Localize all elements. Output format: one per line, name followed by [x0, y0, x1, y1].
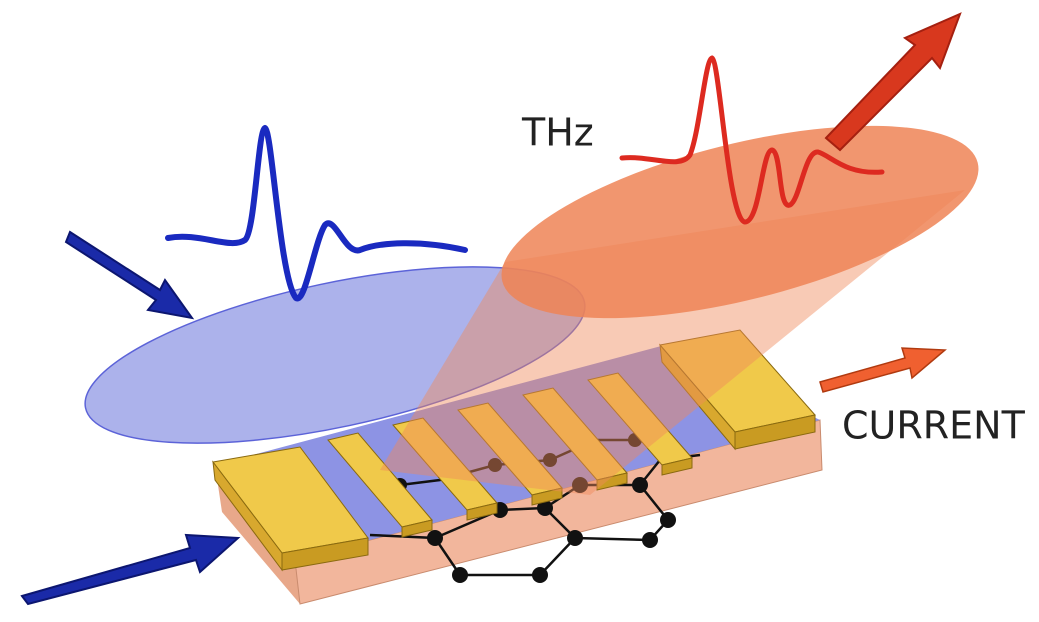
- current-arrow: [820, 348, 945, 392]
- diagram: THz CURRENT: [0, 0, 1039, 622]
- thz-label: THz: [521, 111, 594, 155]
- current-label: CURRENT: [842, 404, 1026, 448]
- page: THz CURRENT (() => { const data = JSON.p…: [0, 0, 1039, 622]
